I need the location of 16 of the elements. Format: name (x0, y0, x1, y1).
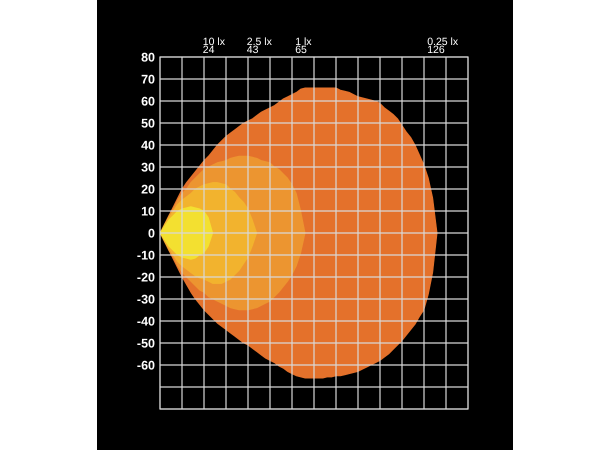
y-tick-label: 20 (141, 182, 156, 196)
y-tick-label: 30 (141, 160, 156, 174)
y-tick-label: -50 (136, 336, 156, 350)
text: 65 (295, 44, 308, 56)
y-tick-label: -20 (136, 270, 156, 284)
y-tick-label: 80 (141, 50, 156, 64)
y-tick-label: 50 (141, 116, 156, 130)
y-tick-label: -40 (136, 314, 156, 328)
y-tick-label: 60 (141, 94, 156, 108)
y-tick-label: -10 (136, 248, 156, 262)
y-tick-label: 0 (148, 226, 156, 240)
y-tick-label: 10 (141, 204, 156, 218)
y-tick-label: 40 (141, 138, 156, 152)
y-tick-label: -30 (136, 292, 156, 306)
y-tick-label: 70 (141, 72, 156, 86)
y-tick-label: -60 (136, 358, 156, 372)
